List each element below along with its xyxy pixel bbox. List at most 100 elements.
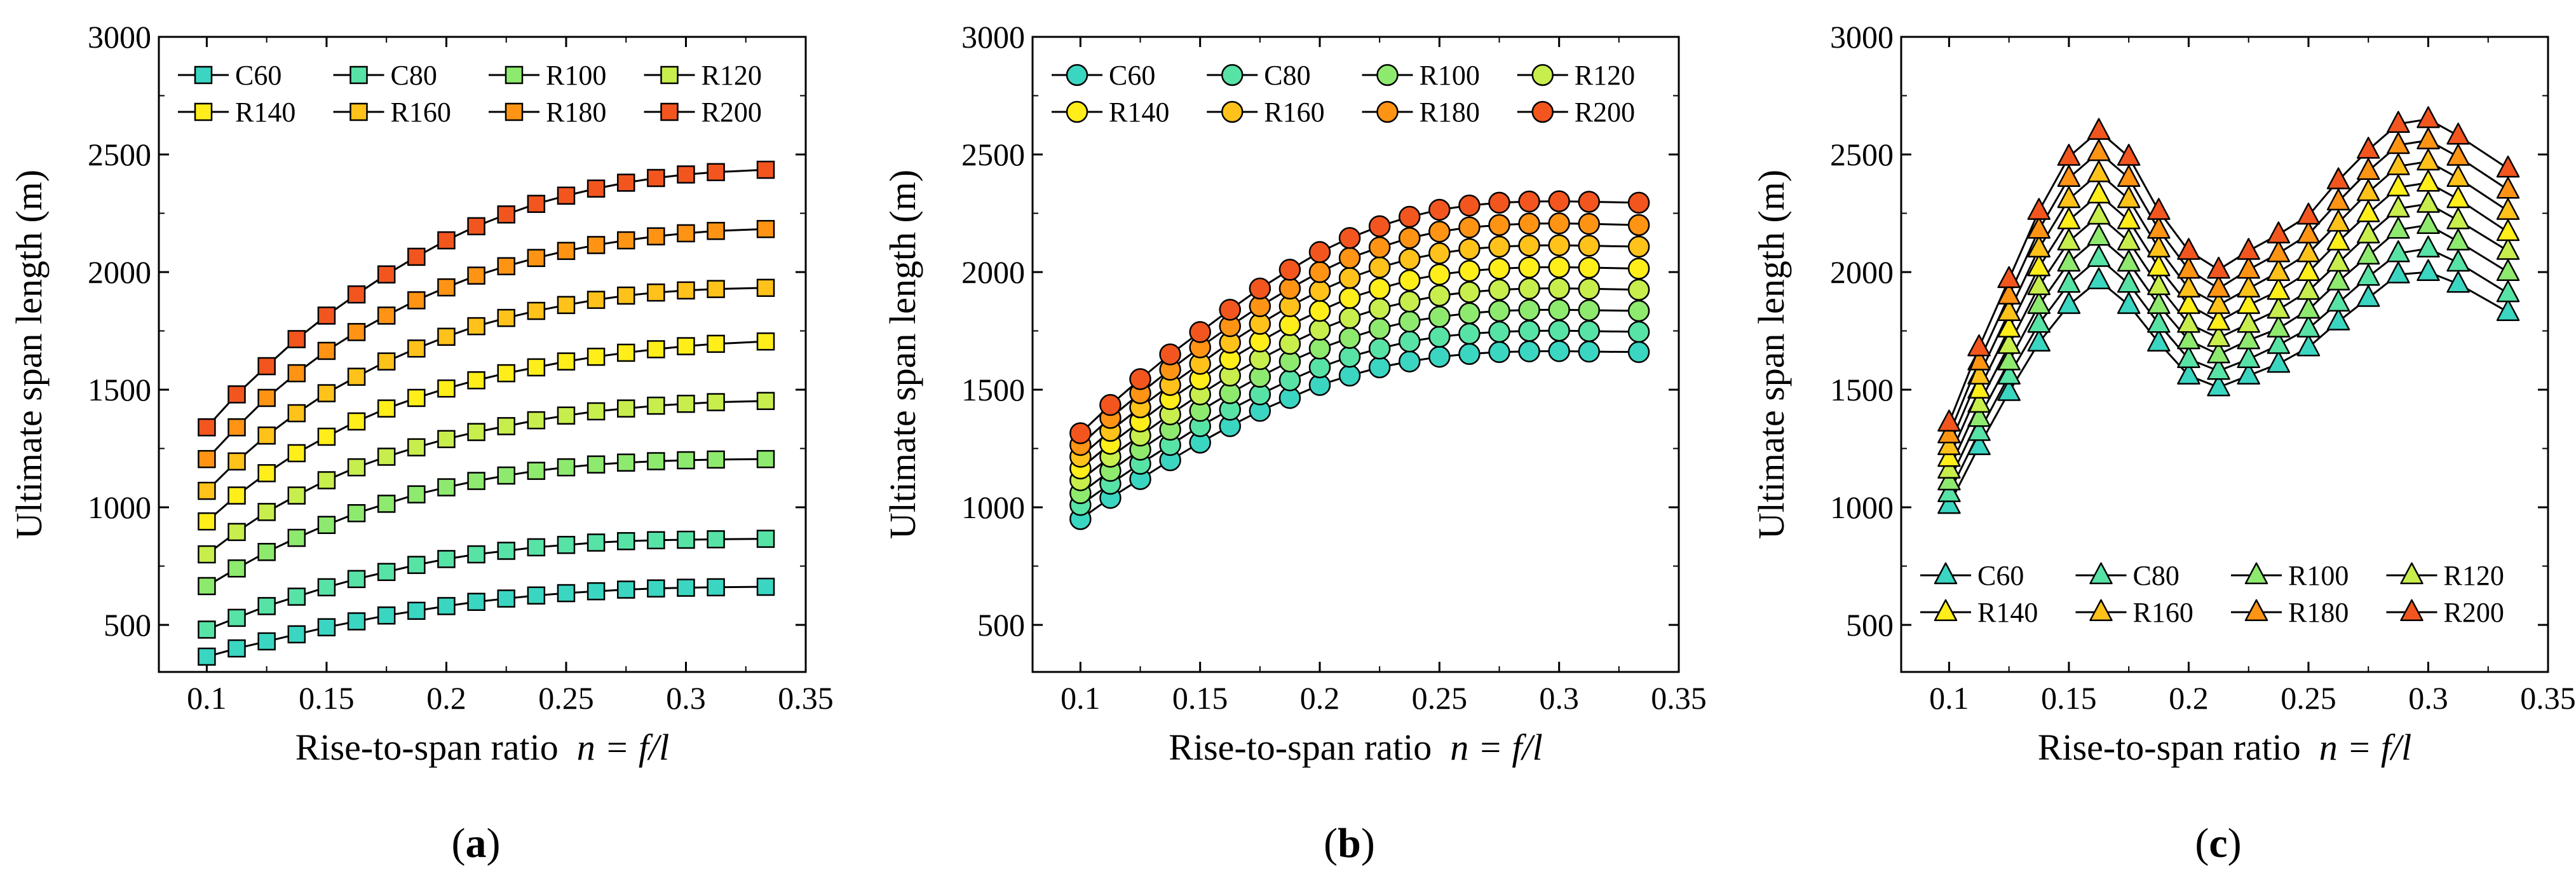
series-R100 bbox=[198, 449, 775, 596]
data-point bbox=[1488, 214, 1510, 236]
data-point bbox=[467, 217, 485, 236]
data-point bbox=[586, 236, 606, 254]
data-point bbox=[2417, 191, 2440, 213]
series-R140 bbox=[198, 332, 775, 531]
data-point bbox=[2237, 256, 2260, 279]
data-point bbox=[1428, 325, 1451, 348]
data-point bbox=[198, 449, 216, 469]
data-point bbox=[1428, 198, 1451, 221]
data-point bbox=[1308, 318, 1331, 341]
data-point bbox=[317, 384, 336, 402]
data-point bbox=[2496, 219, 2520, 242]
data-point bbox=[1338, 327, 1361, 349]
data-point bbox=[2147, 329, 2171, 352]
data-point bbox=[2496, 238, 2520, 260]
data-point bbox=[317, 471, 336, 489]
data-point bbox=[2387, 111, 2410, 133]
data-point bbox=[1458, 238, 1481, 260]
data-point bbox=[1578, 278, 1600, 300]
data-point bbox=[2057, 228, 2081, 250]
data-point bbox=[317, 306, 336, 325]
data-point bbox=[287, 528, 306, 547]
legend-item-R160: R160 bbox=[1207, 97, 1325, 128]
data-point bbox=[1518, 320, 1540, 342]
data-point bbox=[467, 371, 485, 390]
legend-item-C80: C80 bbox=[2075, 560, 2179, 591]
legend-marker bbox=[194, 102, 213, 121]
data-point bbox=[1428, 306, 1451, 328]
data-point bbox=[707, 530, 725, 549]
data-point bbox=[2446, 271, 2470, 293]
data-point bbox=[1308, 241, 1331, 263]
data-point bbox=[527, 462, 546, 480]
data-point bbox=[1399, 291, 1421, 313]
data-point bbox=[1937, 409, 1961, 432]
data-point bbox=[347, 570, 366, 589]
data-point bbox=[677, 337, 695, 355]
data-point bbox=[2087, 267, 2111, 289]
data-point bbox=[2267, 315, 2291, 338]
data-point bbox=[1937, 468, 1961, 491]
data-point bbox=[1937, 421, 1961, 444]
data-point bbox=[1458, 216, 1481, 238]
data-point bbox=[586, 582, 606, 601]
x-tick-label: 0.2 bbox=[426, 680, 466, 716]
legend-marker bbox=[1066, 64, 1088, 86]
y-tick-label: 3000 bbox=[961, 19, 1025, 55]
data-point bbox=[437, 231, 456, 250]
data-point bbox=[2117, 144, 2141, 166]
data-point bbox=[1997, 299, 2021, 321]
data-point bbox=[198, 577, 216, 596]
data-point bbox=[2267, 259, 2291, 282]
data-point bbox=[527, 195, 546, 213]
legend-marker bbox=[1221, 100, 1244, 123]
y-axis-title: Ultimate span length (m) bbox=[8, 170, 50, 539]
legend-item-R180: R180 bbox=[2231, 597, 2349, 628]
data-point bbox=[347, 285, 366, 304]
data-point bbox=[467, 266, 485, 285]
data-point bbox=[1518, 256, 1540, 278]
series-R140 bbox=[1069, 256, 1650, 480]
legend-marker bbox=[1376, 100, 1399, 123]
legend-marker bbox=[1221, 64, 1244, 86]
data-point bbox=[2027, 292, 2051, 314]
data-point bbox=[347, 323, 366, 341]
data-point bbox=[1997, 315, 2021, 338]
data-point bbox=[2117, 186, 2141, 209]
data-point bbox=[377, 495, 396, 513]
data-point bbox=[2296, 315, 2321, 338]
data-point bbox=[756, 332, 775, 351]
data-point bbox=[1308, 280, 1331, 302]
data-point bbox=[257, 632, 276, 651]
data-point bbox=[1488, 299, 1510, 322]
y-tick-label: 2500 bbox=[88, 137, 151, 172]
data-point bbox=[198, 620, 216, 639]
legend-marker bbox=[505, 65, 524, 85]
data-point bbox=[1428, 284, 1451, 307]
data-point bbox=[527, 411, 546, 430]
data-point bbox=[2207, 308, 2230, 331]
legend-marker bbox=[1531, 64, 1554, 86]
data-point bbox=[227, 418, 246, 437]
chart-panel-b: 0.1 0.15 0.2 0.25 0.3 0.35 500 1000 1500 2000 2500… bbox=[882, 19, 1707, 866]
data-point bbox=[1627, 191, 1650, 214]
data-point bbox=[2387, 153, 2410, 175]
series-R160 bbox=[1069, 234, 1650, 468]
data-point bbox=[1488, 257, 1510, 280]
legend-marker bbox=[2244, 599, 2268, 622]
data-point bbox=[1578, 256, 1600, 279]
data-point bbox=[2417, 235, 2440, 258]
data-point bbox=[407, 601, 426, 620]
data-point bbox=[497, 205, 515, 224]
data-point bbox=[407, 485, 426, 503]
data-point bbox=[2147, 273, 2171, 296]
data-point bbox=[2356, 242, 2380, 265]
legend-label: R120 bbox=[702, 60, 762, 91]
data-point bbox=[1518, 234, 1540, 257]
data-point bbox=[1399, 269, 1421, 292]
x-axis-title-text: Rise-to-span ratio bbox=[295, 727, 577, 768]
data-point bbox=[437, 597, 456, 615]
data-point bbox=[2117, 165, 2141, 188]
data-point bbox=[616, 532, 635, 551]
data-point bbox=[198, 545, 216, 564]
